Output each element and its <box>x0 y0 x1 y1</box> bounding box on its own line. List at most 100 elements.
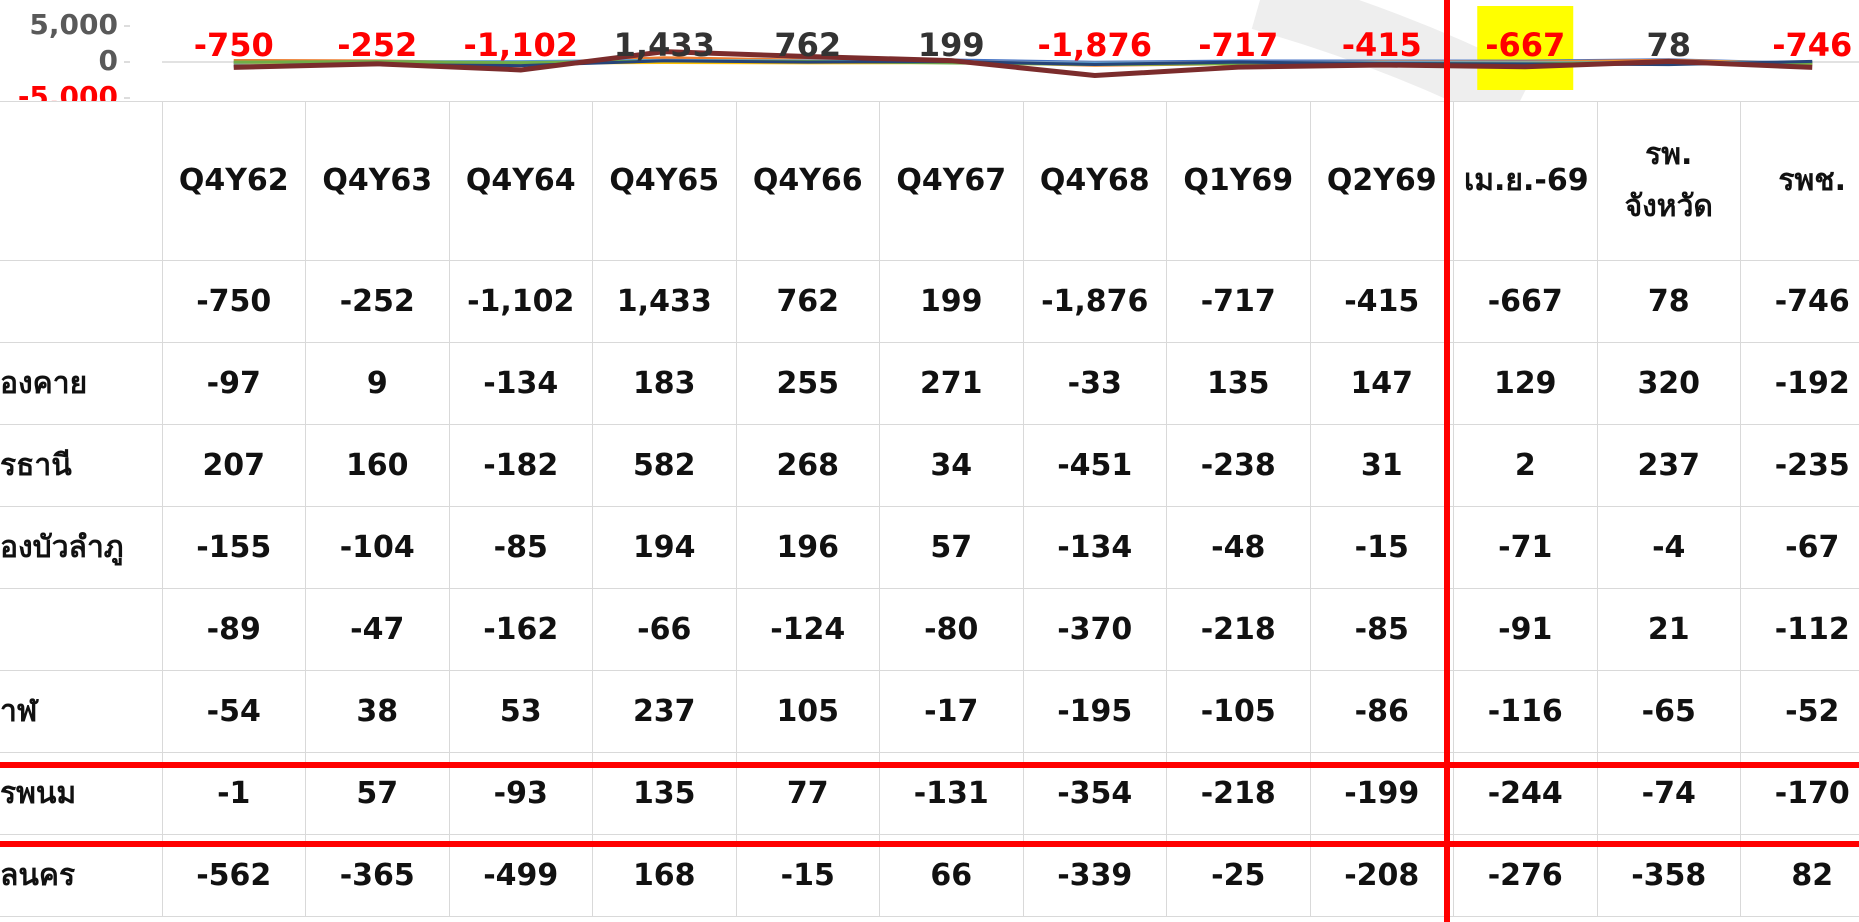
data-row: าฬ -54 38 53 237 105 -17 -195 -105 -86 -116 -65 -52 <box>0 670 1859 753</box>
column-header: รพ. จังหวัด <box>1596 101 1741 261</box>
value-cell: 66 <box>879 834 1024 917</box>
value-cell: 160 <box>305 424 450 507</box>
value-cell: -155 <box>161 506 306 589</box>
value-cell: 129 <box>1453 342 1598 425</box>
row-highlight-top <box>0 762 1859 768</box>
value-cell: 135 <box>1166 342 1311 425</box>
y-tick-label: -5,000 <box>18 80 118 101</box>
value-cell: -52 <box>1740 670 1859 753</box>
value-cell: -86 <box>1309 670 1454 753</box>
value-cell: -4 <box>1596 506 1741 589</box>
value-cell: -134 <box>448 342 593 425</box>
value-cell: -65 <box>1596 670 1741 753</box>
data-label: -717 <box>1198 26 1278 64</box>
value-cell: 2 <box>1453 424 1598 507</box>
data-label: 1,433 <box>614 26 715 64</box>
value-cell: -116 <box>1453 670 1598 753</box>
value-cell: 320 <box>1596 342 1741 425</box>
value-cell: 268 <box>735 424 880 507</box>
column-header: Q2Y69 <box>1309 101 1454 261</box>
column-header: Q4Y65 <box>592 101 737 261</box>
value-cell: -415 <box>1309 260 1454 343</box>
value-cell: 207 <box>161 424 306 507</box>
value-cell: -105 <box>1166 670 1311 753</box>
value-cell: -746 <box>1740 260 1859 343</box>
value-cell: 196 <box>735 506 880 589</box>
value-cell: -235 <box>1740 424 1859 507</box>
data-label: 199 <box>918 26 985 64</box>
value-cell: -667 <box>1453 260 1598 343</box>
value-cell: -499 <box>448 834 593 917</box>
value-cell: -15 <box>1309 506 1454 589</box>
column-header: Q4Y67 <box>879 101 1024 261</box>
row-highlight-bottom <box>0 841 1859 847</box>
value-cell: 183 <box>592 342 737 425</box>
row-label: รธานี <box>0 424 163 507</box>
value-cell: 762 <box>735 260 880 343</box>
data-row: -750 -252 -1,102 1,433 762 199 -1,876 -717 -415-… <box>0 260 1859 343</box>
data-label: -1,102 <box>464 26 579 64</box>
data-label: 78 <box>1646 26 1691 64</box>
value-cell: 582 <box>592 424 737 507</box>
data-row: ลนคร -562 -365 -499 168 -15 66 -339 -25 -208 -276-… <box>0 834 1859 917</box>
value-cell: -276 <box>1453 834 1598 917</box>
column-header: Q4Y64 <box>448 101 593 261</box>
value-cell: -358 <box>1596 834 1741 917</box>
value-cell: 9 <box>305 342 450 425</box>
y-tick-label: 0 <box>99 44 118 77</box>
value-cell: -71 <box>1453 506 1598 589</box>
data-label: -667 <box>1485 26 1565 64</box>
data-label: -415 <box>1342 26 1422 64</box>
value-cell: -15 <box>735 834 880 917</box>
row-label: าฬ <box>0 670 163 753</box>
row-label <box>0 588 163 671</box>
value-cell: -89 <box>161 588 306 671</box>
data-row: รธานี 207 160 -182 582 268 34 -451 -238 31 2 237 -23… <box>0 424 1859 507</box>
value-cell: -33 <box>1022 342 1167 425</box>
value-cell: 53 <box>448 670 593 753</box>
label-highlight <box>1477 6 1574 90</box>
value-cell: -195 <box>1022 670 1167 753</box>
value-cell: -182 <box>448 424 593 507</box>
data-table: Q4Y62 Q4Y63 Q4Y64 Q4Y65 Q4Y66 Q4Y67 Q4Y68 Q1Y69… <box>0 101 1859 917</box>
value-cell: 237 <box>1596 424 1741 507</box>
value-cell: -339 <box>1022 834 1167 917</box>
value-cell: 194 <box>592 506 737 589</box>
value-cell: 147 <box>1309 342 1454 425</box>
value-cell: -80 <box>879 588 1024 671</box>
value-cell: 105 <box>735 670 880 753</box>
value-cell: -85 <box>1309 588 1454 671</box>
value-cell: 34 <box>879 424 1024 507</box>
data-row: -89 -47 -162 -66 -124 -80 -370 -218 -85 -91 21 -112 <box>0 588 1859 671</box>
value-cell: -162 <box>448 588 593 671</box>
value-cell: -91 <box>1453 588 1598 671</box>
row-label: ลนคร <box>0 834 163 917</box>
value-cell: -1,102 <box>448 260 593 343</box>
row-label: องบัวลำภู <box>0 506 163 589</box>
value-cell: 168 <box>592 834 737 917</box>
y-tick-label: 5,000 <box>29 8 118 41</box>
value-cell: -54 <box>161 670 306 753</box>
series-line <box>233 49 1813 79</box>
value-cell: -47 <box>305 588 450 671</box>
value-cell: -17 <box>879 670 1024 753</box>
value-cell: -1,876 <box>1022 260 1167 343</box>
value-cell: -97 <box>161 342 306 425</box>
value-cell: -218 <box>1166 588 1311 671</box>
data-label: -252 <box>337 26 417 64</box>
value-cell: -370 <box>1022 588 1167 671</box>
column-header: Q4Y62 <box>161 101 306 261</box>
value-cell: -252 <box>305 260 450 343</box>
column-divider <box>1444 0 1450 922</box>
value-cell: -124 <box>735 588 880 671</box>
data-label: -746 <box>1772 26 1852 64</box>
value-cell: -67 <box>1740 506 1859 589</box>
value-cell: -365 <box>305 834 450 917</box>
value-cell: 237 <box>592 670 737 753</box>
value-cell: -104 <box>305 506 450 589</box>
corner-cell <box>0 101 163 261</box>
row-label <box>0 260 163 343</box>
value-cell: 78 <box>1596 260 1741 343</box>
column-header: Q4Y63 <box>305 101 450 261</box>
